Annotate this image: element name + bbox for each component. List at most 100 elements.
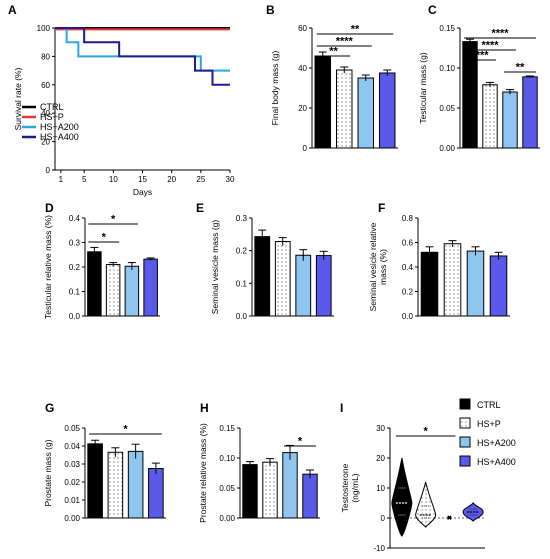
y-tick-label-I: -10 — [373, 544, 385, 553]
y-tick-label-F: 0.4 — [402, 263, 414, 272]
bar-F-HS+P — [443, 243, 462, 317]
y-tick-label-C: 0.05 — [439, 104, 455, 113]
x-tick-label-A: 5 — [82, 175, 87, 184]
y-tick-label-H: 0.00 — [219, 514, 235, 523]
bar-B-CTRL — [314, 55, 331, 149]
violin-HS+P — [415, 481, 437, 528]
panel-label-E: E — [196, 201, 204, 215]
y-tick-label-A: 0 — [46, 166, 51, 175]
y-tick-label-H: 0.10 — [219, 454, 235, 463]
y-tick-label-G: 0.05 — [64, 424, 80, 433]
sig-label-C: **** — [481, 40, 499, 52]
legend-label-HS+A200: HS+A200 — [40, 122, 79, 132]
y-tick-label-C: 0.10 — [439, 64, 455, 73]
sig-label-I: * — [423, 426, 428, 438]
sig-label-D: * — [111, 214, 116, 226]
x-tick-label-A: 10 — [109, 175, 118, 184]
y-axis-label-F: mass (%) — [378, 249, 388, 285]
y-tick-label-E: 0.1 — [236, 279, 248, 288]
x-tick-label-A: 1 — [59, 175, 64, 184]
y-axis-label-I: (ng/mL) — [350, 473, 360, 502]
y-tick-label-D: 0.0 — [69, 312, 81, 321]
y-tick-label-G: 0.04 — [64, 442, 80, 451]
y-tick-label-F: 0.2 — [402, 288, 414, 297]
legend-swatch-HS+A400 — [459, 455, 471, 467]
y-axis-label-C: Testicular mass (g) — [418, 52, 428, 123]
x-tick-label-A: 20 — [167, 175, 176, 184]
y-axis-label-A: Survival rate (%) — [13, 67, 23, 130]
y-tick-label-F: 0.0 — [402, 312, 414, 321]
y-tick-label-H: 0.05 — [219, 484, 235, 493]
y-tick-label-I: 10 — [376, 484, 385, 493]
panel-label-I: I — [340, 401, 343, 415]
y-tick-label-E: 0.2 — [236, 247, 248, 256]
sig-label-C: **** — [491, 28, 509, 40]
bar-D-HS+A200 — [124, 265, 140, 317]
bar-F-HS+A200 — [466, 250, 485, 317]
sig-label-B: **** — [336, 36, 354, 48]
panel-label-C: C — [428, 3, 437, 17]
sig-label-D: * — [102, 232, 107, 244]
sig-label-B: ** — [351, 24, 360, 36]
y-tick-label-H: 0.15 — [219, 424, 235, 433]
bar-E-HS+P — [274, 241, 291, 317]
legend-label-CTRL: CTRL — [477, 400, 501, 410]
bar-H-CTRL — [242, 464, 258, 519]
bar-H-HS+P — [262, 461, 278, 519]
bar-C-HS+P — [482, 84, 498, 149]
y-tick-label-D: 0.1 — [69, 288, 81, 297]
bar-B-HS+A400 — [379, 72, 396, 149]
y-tick-label-E: 0.0 — [236, 312, 248, 321]
y-tick-label-D: 0.4 — [69, 214, 81, 223]
x-tick-label-A: 30 — [226, 175, 235, 184]
bar-H-HS+A400 — [302, 473, 318, 519]
bar-G-HS+A400 — [148, 468, 164, 519]
y-axis-label-B: Final body mass (g) — [270, 51, 280, 126]
bar-B-HS+P — [336, 69, 353, 149]
sig-label-C: ** — [516, 62, 525, 74]
y-tick-label-G: 0.00 — [64, 514, 80, 523]
legend-label-HS+A400: HS+A400 — [477, 457, 516, 467]
panel-label-H: H — [200, 401, 209, 415]
sig-label-B: ** — [329, 46, 338, 58]
bar-C-HS+A200 — [502, 91, 518, 149]
y-axis-label-D: Testicular relative mass (%) — [43, 215, 53, 319]
bar-D-HS+A400 — [143, 258, 158, 317]
y-tick-label-A: 100 — [37, 24, 51, 33]
y-axis-label-F: Seminal vesicle relative — [368, 222, 378, 311]
y-axis-label-I: Testosterone — [340, 463, 350, 512]
sig-label-C: **** — [471, 50, 489, 62]
legend-label-HS+P: HS+P — [40, 112, 64, 122]
y-tick-label-G: 0.03 — [64, 460, 80, 469]
legend-label-CTRL: CTRL — [40, 102, 64, 112]
y-tick-label-D: 0.2 — [69, 263, 81, 272]
violin-HS+A400 — [462, 502, 484, 522]
y-tick-label-B: 60 — [298, 24, 307, 33]
y-tick-label-A: 60 — [41, 81, 50, 90]
y-tick-label-A: 40 — [41, 109, 50, 118]
y-tick-label-B: 20 — [298, 104, 307, 113]
legend-swatch-CTRL — [459, 398, 471, 410]
legend-label-HS+P: HS+P — [477, 419, 501, 429]
y-tick-label-C: 0.15 — [439, 24, 455, 33]
panel-label-G: G — [45, 401, 54, 415]
y-tick-label-F: 0.8 — [402, 214, 414, 223]
legend-swatch-HS+P — [459, 417, 471, 429]
bar-H-HS+A200 — [282, 452, 298, 519]
y-axis-label-H: Prostate relative mass (%) — [198, 423, 208, 523]
legend-label-HS+A400: HS+A400 — [40, 132, 79, 142]
y-tick-label-I: 30 — [376, 424, 385, 433]
legend-label-HS+A200: HS+A200 — [477, 438, 516, 448]
y-tick-label-A: 20 — [41, 138, 50, 147]
y-tick-label-F: 0.6 — [402, 239, 414, 248]
bar-E-HS+A200 — [295, 254, 312, 317]
x-tick-label-A: 25 — [196, 175, 205, 184]
y-tick-label-B: 0 — [303, 144, 308, 153]
bar-D-CTRL — [87, 251, 102, 317]
y-tick-label-A: 80 — [41, 52, 50, 61]
sig-label-H: * — [298, 436, 303, 448]
y-tick-label-B: 40 — [298, 64, 307, 73]
bar-G-HS+P — [107, 451, 124, 519]
bar-B-HS+A200 — [357, 77, 374, 149]
